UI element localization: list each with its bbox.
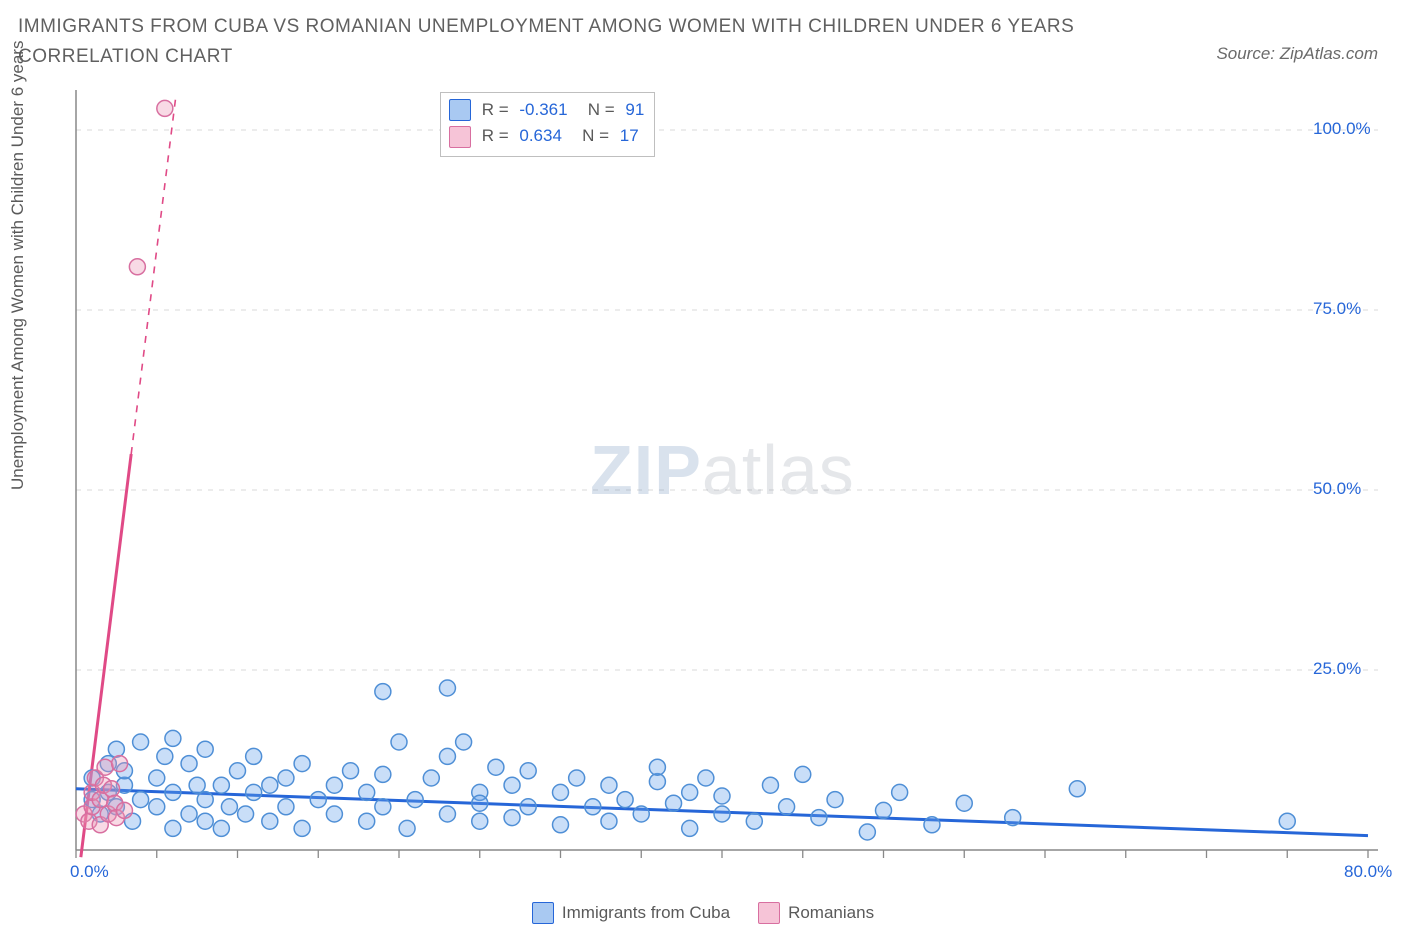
series-swatch	[449, 99, 471, 121]
y-tick-label: 75.0%	[1313, 299, 1361, 319]
y-tick-label: 100.0%	[1313, 119, 1371, 139]
stat-r-value: 0.634	[519, 123, 562, 149]
legend-swatch	[758, 902, 780, 924]
stat-r-label: R =	[477, 123, 513, 149]
stat-n-label: N =	[568, 123, 614, 149]
y-tick-label: 50.0%	[1313, 479, 1361, 499]
legend-swatch	[532, 902, 554, 924]
stat-n-value: 17	[620, 123, 639, 149]
stat-r-value: -0.361	[519, 97, 567, 123]
stats-row: R = -0.361 N = 91	[449, 97, 644, 123]
stat-n-label: N =	[574, 97, 620, 123]
source-label: Source: ZipAtlas.com	[1216, 44, 1378, 64]
x-tick-label: 0.0%	[70, 862, 109, 882]
scatter-plot	[58, 90, 1378, 890]
legend-item: Romanians	[758, 902, 874, 924]
x-tick-label: 80.0%	[1344, 862, 1392, 882]
stats-row: R = 0.634 N = 17	[449, 123, 644, 149]
legend-label: Immigrants from Cuba	[562, 903, 730, 923]
legend-item: Immigrants from Cuba	[532, 902, 730, 924]
y-tick-label: 25.0%	[1313, 659, 1361, 679]
correlation-stats-box: R = -0.361 N = 91 R = 0.634 N = 17	[440, 92, 655, 157]
bottom-legend: Immigrants from Cuba Romanians	[0, 902, 1406, 924]
series-swatch	[449, 126, 471, 148]
stat-r-label: R =	[477, 97, 513, 123]
y-axis-label: Unemployment Among Women with Children U…	[8, 41, 28, 490]
chart-title: IMMIGRANTS FROM CUBA VS ROMANIAN UNEMPLO…	[18, 12, 1138, 73]
legend-label: Romanians	[788, 903, 874, 923]
stat-n-value: 91	[625, 97, 644, 123]
